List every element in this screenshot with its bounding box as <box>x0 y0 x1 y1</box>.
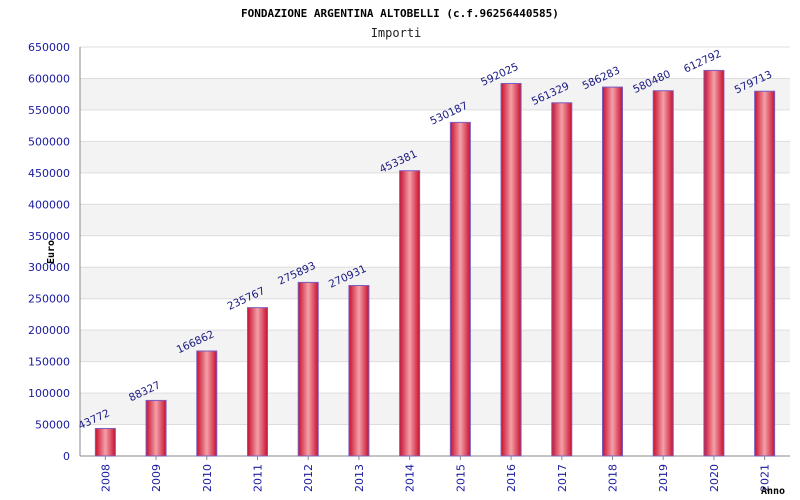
y-tick-label: 150000 <box>28 356 70 369</box>
grid-band <box>80 141 790 173</box>
x-axis-label: Anno <box>761 486 785 497</box>
bar <box>652 90 674 457</box>
y-tick-label: 300000 <box>28 261 70 274</box>
chart-subtitle: Importi <box>371 26 422 40</box>
x-tick-label: 2012 <box>302 464 315 492</box>
bar <box>247 307 268 457</box>
y-tick-label: 0 <box>63 450 70 463</box>
y-tick-label: 600000 <box>28 72 70 85</box>
x-tick-label: 2018 <box>607 464 620 492</box>
x-tick-label: 2021 <box>759 464 772 492</box>
y-tick-label: 400000 <box>28 198 70 211</box>
y-axis-label: Euro <box>46 240 57 264</box>
y-tick-label: 50000 <box>35 419 70 432</box>
chart-title: FONDAZIONE ARGENTINA ALTOBELLI (c.f.9625… <box>241 7 559 20</box>
bar <box>399 170 421 457</box>
x-tick-label: 2019 <box>657 464 670 492</box>
x-tick-label: 2016 <box>505 464 518 492</box>
x-tick-label: 2017 <box>556 464 569 492</box>
bar <box>196 350 218 457</box>
y-tick-label: 200000 <box>28 324 70 337</box>
y-tick-label: 500000 <box>28 135 70 148</box>
y-tick-label: 100000 <box>28 387 70 400</box>
x-tick-label: 2011 <box>252 464 265 492</box>
bar <box>449 121 471 457</box>
x-tick-label: 2015 <box>454 464 467 492</box>
grid-band <box>80 393 790 425</box>
bar <box>145 399 167 457</box>
x-tick-label: 2020 <box>708 464 721 492</box>
bar <box>500 82 522 457</box>
x-tick-label: 2008 <box>99 464 112 492</box>
bar <box>703 69 725 457</box>
y-tick-label: 350000 <box>28 230 70 243</box>
bar <box>348 285 370 457</box>
y-tick-label: 550000 <box>28 104 70 117</box>
y-tick-label: 250000 <box>28 293 70 306</box>
y-tick-label: 450000 <box>28 167 70 180</box>
x-tick-label: 2013 <box>353 464 366 492</box>
y-tick-label: 650000 <box>28 41 70 54</box>
x-tick-label: 2009 <box>150 464 163 492</box>
bar <box>602 86 623 457</box>
plot-area: 0 50000 100000 150000 200000 250000 300000 3500… <box>28 41 790 492</box>
grid-band <box>80 204 790 236</box>
x-tick-label: 2014 <box>404 464 417 492</box>
x-tick-label: 2010 <box>201 464 214 492</box>
grid-band <box>80 78 790 110</box>
bar <box>94 427 116 457</box>
bar <box>754 90 776 457</box>
bar <box>297 281 319 457</box>
bar <box>551 102 573 457</box>
grid-band <box>80 267 790 299</box>
